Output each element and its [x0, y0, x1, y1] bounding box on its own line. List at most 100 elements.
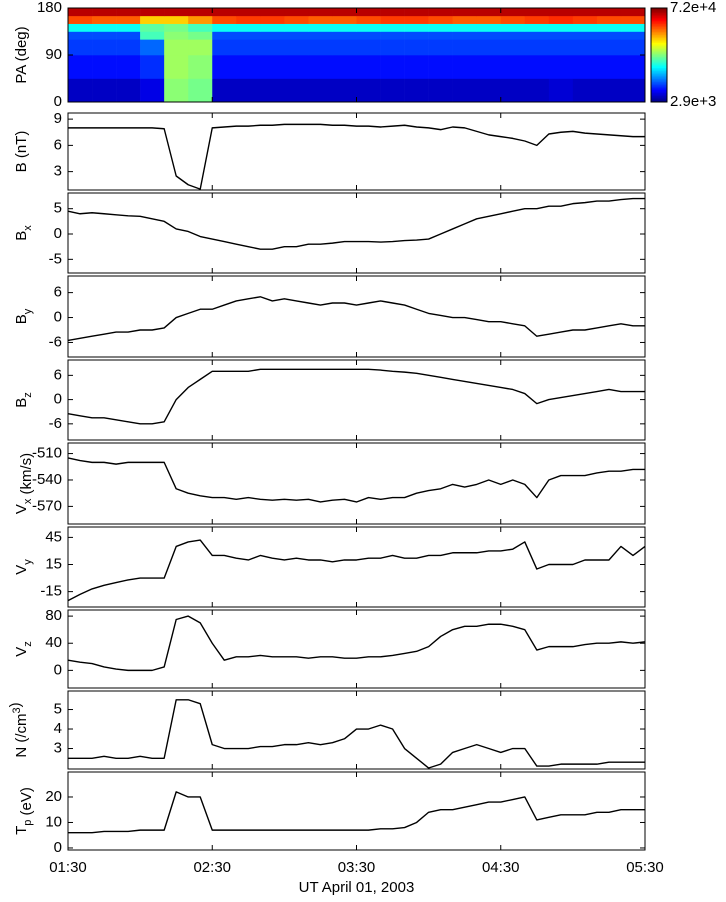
- data-line: [67, 197, 645, 250]
- colorbar-strip: [651, 95, 667, 98]
- colorbar-strip: [651, 39, 667, 42]
- x-tick-label: 05:30: [626, 859, 664, 876]
- heatmap-cell: [380, 8, 405, 17]
- colorbar-strip: [651, 51, 667, 54]
- panel: 80 40 0 Vz: [13, 607, 646, 689]
- y-axis-label-part: (km/s): [18, 453, 35, 499]
- y-tick-label: 180: [37, 0, 62, 16]
- colorbar-strip: [651, 50, 667, 53]
- heatmap-cell: [308, 78, 333, 103]
- y-tick-label: 6: [54, 136, 62, 153]
- heatmap-cell: [380, 23, 405, 32]
- heatmap-cell: [260, 55, 285, 79]
- heatmap-cell: [500, 23, 526, 32]
- colorbar-strip: [651, 9, 667, 12]
- heatmap-cell: [476, 15, 502, 24]
- y-axis-label-sub: z: [22, 392, 34, 398]
- heatmap-cell: [524, 39, 550, 56]
- heatmap-cell: [428, 15, 453, 24]
- x-tick-label: 03:30: [338, 859, 376, 876]
- y-axis-label: Tp (eV): [13, 787, 35, 835]
- colorbar-strip: [651, 97, 667, 100]
- panel-frame: [67, 526, 646, 608]
- heatmap-cell: [524, 15, 550, 24]
- heatmap-cell: [116, 39, 141, 56]
- y-axis-label-part: B: [13, 231, 30, 241]
- heatmap-cell: [92, 23, 117, 32]
- y-axis-label: Vz: [13, 641, 34, 657]
- heatmap-cell: [572, 31, 598, 40]
- y-axis-label-part: T: [13, 826, 30, 835]
- colorbar-strip: [651, 78, 667, 81]
- heatmap-cell: [380, 31, 405, 40]
- colorbar-strip: [651, 48, 667, 51]
- heatmap-cell: [212, 31, 237, 40]
- colorbar-strip: [651, 45, 667, 48]
- heatmap-cell: [116, 31, 141, 40]
- heatmap-cell: [620, 39, 646, 56]
- heatmap-cell: [212, 23, 237, 32]
- heatmap-cell: [332, 23, 357, 32]
- heatmap-cell: [404, 55, 429, 79]
- data-line: [67, 368, 645, 425]
- y-tick-label: 4: [54, 720, 62, 737]
- y-tick-label: 40: [45, 634, 62, 651]
- panel: 20 10 0 01:30 02:30 03:30 04:30 05:30 UT April 0…: [13, 771, 664, 896]
- colorbar-strip: [651, 44, 667, 46]
- data-line: [68, 123, 645, 190]
- heatmap-cell: [92, 8, 117, 17]
- colorbar-strip: [651, 17, 667, 20]
- heatmap-cell: [116, 15, 141, 24]
- y-tick-label: 6: [54, 366, 62, 383]
- heatmap-cell: [284, 55, 309, 79]
- heatmap-cell: [572, 23, 598, 32]
- heatmap-cell: [356, 15, 381, 24]
- heatmap-cell: [596, 78, 622, 103]
- colorbar-strip: [651, 42, 667, 45]
- heatmap-cell: [404, 15, 429, 24]
- y-axis-label-sub: x: [22, 498, 34, 504]
- heatmap-cell: [140, 8, 165, 17]
- y-tick-label: 3: [54, 739, 62, 756]
- heatmap-cell: [548, 15, 574, 24]
- y-tick-label: 5: [54, 200, 62, 217]
- panel-frame: [67, 690, 646, 770]
- colorbar-strip: [651, 58, 667, 61]
- panel-frame: [67, 192, 646, 274]
- heatmap-cell: [596, 55, 622, 79]
- heatmap-cell: [356, 55, 381, 79]
- colorbar-strip: [651, 11, 667, 14]
- heatmap-cell: [188, 78, 213, 103]
- colorbar-strip: [651, 75, 667, 78]
- colorbar-strip: [651, 61, 667, 64]
- heatmap-cell: [500, 78, 526, 103]
- y-axis-label: PA (deg): [13, 26, 30, 83]
- y-tick-label: -540: [32, 471, 62, 488]
- heatmap-cell: [380, 55, 405, 79]
- heatmap-cell: [524, 23, 550, 32]
- data-line: [67, 539, 646, 602]
- heatmap-cell: [92, 31, 117, 40]
- heatmap-cell: [596, 15, 622, 24]
- heatmap-cell: [92, 55, 117, 79]
- heatmap-cell: [188, 31, 213, 40]
- heatmap-cell: [620, 23, 646, 32]
- y-tick-label: 15: [45, 555, 62, 572]
- colorbar-strip: [651, 65, 667, 68]
- heatmap-cell: [92, 39, 117, 56]
- panel-frame: [67, 275, 646, 358]
- heatmap-cell: [68, 39, 93, 56]
- colorbar-strip: [651, 8, 667, 10]
- x-tick-label: 02:30: [193, 859, 231, 876]
- y-axis-label-sub: p: [22, 820, 34, 826]
- y-axis-label-sub: z: [22, 641, 34, 647]
- y-axis-label-sup: 3: [11, 707, 23, 713]
- heatmap-cell: [548, 55, 574, 79]
- colorbar-strip: [651, 62, 667, 65]
- y-tick-label: -570: [32, 497, 62, 514]
- y-tick-label: 5: [54, 700, 62, 717]
- colorbar-strip: [651, 40, 667, 43]
- panel: 45 15 -15 Vy: [13, 526, 646, 608]
